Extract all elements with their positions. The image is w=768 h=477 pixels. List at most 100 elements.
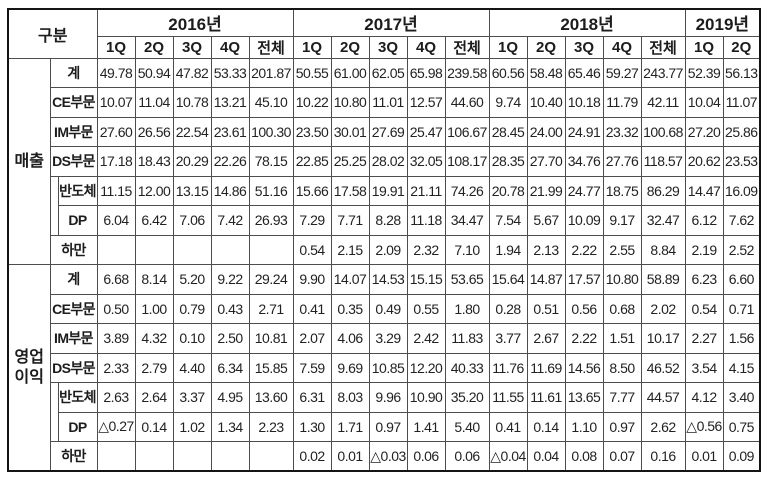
value-cell: 6.34: [210, 352, 250, 383]
value-cell: 10.78: [172, 87, 212, 118]
value-cell: 4.15: [722, 352, 761, 383]
value-cell: 6.42: [134, 205, 174, 236]
value-cell: 0.55: [406, 293, 446, 324]
value-cell: 52.39: [684, 57, 724, 88]
value-cell: 7.71: [330, 205, 370, 236]
value-cell: △0.03: [368, 441, 408, 472]
quarter-header: 4Q: [406, 35, 446, 59]
value-cell: 5.67: [526, 205, 566, 236]
value-cell: 9.69: [330, 352, 370, 383]
value-cell: 3.54: [684, 352, 724, 383]
value-cell: 0.56: [564, 293, 604, 324]
value-cell: 44.60: [444, 87, 490, 118]
quarter-header: 2Q: [722, 35, 761, 59]
value-cell: 100.68: [640, 116, 686, 147]
value-cell: [134, 234, 174, 265]
value-cell: 1.30: [292, 411, 332, 442]
value-cell: 0.07: [602, 441, 642, 472]
value-cell: 2.27: [684, 323, 724, 354]
quarter-header: 1Q: [292, 35, 332, 59]
value-cell: 22.26: [210, 146, 250, 177]
quarter-header: 4Q: [602, 35, 642, 59]
value-cell: [210, 234, 250, 265]
value-cell: 74.26: [444, 175, 490, 206]
value-cell: 10.80: [602, 264, 642, 295]
value-cell: 27.76: [602, 146, 642, 177]
value-cell: 15.66: [292, 175, 332, 206]
quarter-header: 1Q: [488, 35, 528, 59]
value-cell: 106.67: [444, 116, 490, 147]
value-cell: 9.22: [210, 264, 250, 295]
table-row: CE부문 10.07 11.04 10.78 13.21 45.10 10.22 10.80 1…: [8, 87, 761, 118]
value-cell: 13.15: [172, 175, 212, 206]
value-cell: 6.04: [96, 205, 136, 236]
value-cell: 2.15: [330, 234, 370, 265]
row-label: 하만: [49, 441, 98, 472]
value-cell: 18.43: [134, 146, 174, 177]
value-cell: 45.10: [248, 87, 294, 118]
value-cell: 17.57: [564, 264, 604, 295]
value-cell: 14.87: [526, 264, 566, 295]
value-cell: 118.57: [640, 146, 686, 177]
value-cell: 62.05: [368, 57, 408, 88]
value-cell: 2.42: [406, 323, 446, 354]
value-cell: 10.85: [368, 352, 408, 383]
value-cell: 16.09: [722, 175, 761, 206]
value-cell: 0.75: [722, 411, 761, 442]
value-cell: 2.63: [96, 382, 136, 413]
value-cell: 11.69: [526, 352, 566, 383]
value-cell: 3.77: [488, 323, 528, 354]
value-cell: 40.33: [444, 352, 490, 383]
value-cell: 11.83: [444, 323, 490, 354]
value-cell: 14.53: [368, 264, 408, 295]
value-cell: 25.25: [330, 146, 370, 177]
value-cell: 13.21: [210, 87, 250, 118]
value-cell: 0.10: [172, 323, 212, 354]
value-cell: 53.33: [210, 57, 250, 88]
value-cell: 1.34: [210, 411, 250, 442]
quarter-header: 전체: [248, 35, 294, 59]
quarter-header: 3Q: [172, 35, 212, 59]
value-cell: 11.55: [488, 382, 528, 413]
value-cell: 2.71: [248, 293, 294, 324]
value-cell: 0.06: [406, 441, 446, 472]
value-cell: 27.20: [684, 116, 724, 147]
value-cell: 7.54: [488, 205, 528, 236]
table-row: 반도체 11.15 12.00 13.15 14.86 51.16 15.66 17.58 19…: [8, 175, 761, 236]
quarter-header: 3Q: [368, 35, 408, 59]
value-cell: 2.02: [640, 293, 686, 324]
value-cell: 1.10: [564, 411, 604, 442]
value-cell: △0.04: [488, 441, 528, 472]
value-cell: 2.22: [564, 323, 604, 354]
value-cell: 86.29: [640, 175, 686, 206]
table-row: DS부문 2.33 2.79 4.40 6.34 15.85 7.59 9.69 10.85 12…: [8, 352, 761, 383]
value-cell: 3.37: [172, 382, 212, 413]
row-label: 계: [49, 57, 98, 88]
value-cell: 0.51: [526, 293, 566, 324]
value-cell: 30.01: [330, 116, 370, 147]
value-cell: 17.18: [96, 146, 136, 177]
value-cell: 3.40: [722, 382, 761, 413]
value-cell: [210, 441, 250, 472]
value-cell: 13.60: [248, 382, 294, 413]
table-row: 하만 0.54 2.15 2.09 2.32 7.10 1.94 2.13 2.22 2.55 8.…: [8, 234, 761, 265]
value-cell: 12.57: [406, 87, 446, 118]
row-label: 하만: [49, 234, 98, 265]
value-cell: 23.32: [602, 116, 642, 147]
value-cell: 10.80: [330, 87, 370, 118]
value-cell: 1.94: [488, 234, 528, 265]
value-cell: 2.23: [248, 411, 294, 442]
quarter-header: 3Q: [564, 35, 604, 59]
value-cell: 59.27: [602, 57, 642, 88]
value-cell: 7.29: [292, 205, 332, 236]
row-label: 반도체: [57, 382, 98, 413]
table-row: 반도체 2.63 2.64 3.37 4.95 13.60 6.31 8.03 9.96 10.9…: [8, 382, 761, 442]
value-cell: 0.09: [722, 441, 761, 472]
table-row: DP 6.04 6.42 7.06 7.42 26.93 7.29 7.71 8.28 11.18…: [8, 205, 761, 236]
value-cell: 2.55: [602, 234, 642, 265]
value-cell: 50.55: [292, 57, 332, 88]
value-cell: 11.04: [134, 87, 174, 118]
header-quarter-row: 1Q 2Q 3Q 4Q 전체 1Q 2Q 3Q 4Q 전체 1Q 2Q 3Q 4Q 전체 1Q 2Q: [8, 35, 761, 59]
value-cell: 0.43: [210, 293, 250, 324]
table-row: IM부문 3.89 4.32 0.10 2.50 10.81 2.07 4.06 3.29 2.4…: [8, 323, 761, 354]
